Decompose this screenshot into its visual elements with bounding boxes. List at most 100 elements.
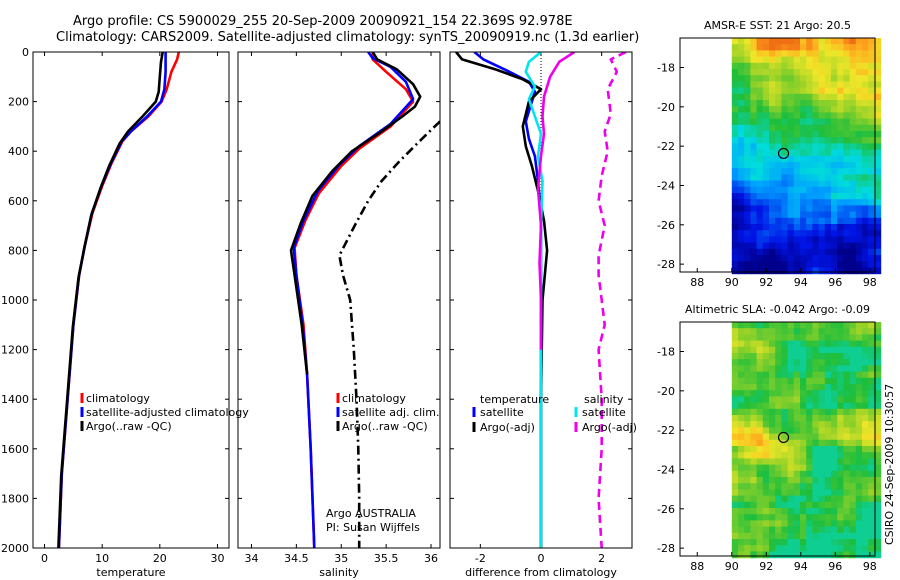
heatmap-cell: [756, 248, 764, 256]
heatmap-cell: [793, 131, 801, 138]
heatmap-cell: [843, 495, 851, 503]
x-tick-label: 34.5: [284, 552, 309, 565]
heatmap-cell: [806, 495, 813, 503]
heatmap-cell: [800, 224, 807, 231]
heatmap-cell: [731, 402, 739, 410]
heatmap-cell: [868, 365, 875, 373]
heatmap-cell: [762, 224, 770, 231]
plot-frame: [449, 51, 633, 549]
heatmap-cell: [855, 359, 863, 366]
heatmap-cell: [806, 162, 813, 169]
heatmap-cell: [750, 124, 758, 132]
heatmap-cell: [874, 155, 882, 163]
heatmap-cell: [781, 439, 789, 447]
heatmap-cell: [868, 402, 875, 410]
heatmap-cell: [800, 69, 807, 76]
heatmap-cell: [731, 186, 739, 194]
heatmap-cell: [862, 371, 869, 379]
heatmap-cell: [812, 526, 820, 534]
heatmap-cell: [818, 508, 826, 515]
heatmap-cell: [793, 365, 801, 373]
heatmap-cell: [874, 452, 882, 459]
heatmap-cell: [769, 551, 776, 559]
heatmap-cell: [793, 551, 801, 559]
heatmap-cell: [855, 69, 863, 76]
x-tick-label: 98: [863, 276, 877, 289]
heatmap-cell: [756, 230, 764, 237]
heatmap-cell: [800, 433, 807, 441]
heatmap-cell: [775, 224, 782, 231]
heatmap-cell: [738, 377, 745, 385]
heatmap-cell: [874, 93, 882, 101]
heatmap-cell: [843, 514, 851, 521]
heatmap-cell: [837, 427, 844, 435]
heatmap-cell: [855, 402, 863, 410]
heatmap-cell: [750, 452, 758, 459]
heatmap-cell: [750, 149, 758, 157]
heatmap-cell: [775, 131, 782, 138]
heatmap-cell: [855, 390, 863, 397]
heatmap-cell: [738, 93, 745, 101]
y-tick-label: 1200: [1, 344, 29, 357]
heatmap-cell: [855, 155, 863, 163]
heatmap-cell: [731, 81, 739, 89]
heatmap-cell: [731, 508, 739, 515]
heatmap-cell: [793, 545, 801, 552]
heatmap-cell: [806, 396, 813, 404]
heatmap-cell: [731, 551, 739, 559]
heatmap-cell: [769, 340, 776, 348]
heatmap-cell: [818, 106, 826, 113]
heatmap-cell: [843, 217, 851, 225]
heatmap-cell: [793, 124, 801, 132]
heatmap-cell: [731, 143, 739, 151]
heatmap-cell: [843, 211, 851, 219]
heatmap-cell: [775, 180, 782, 188]
heatmap-cell: [837, 224, 844, 231]
heatmap-cell: [806, 526, 813, 534]
heatmap-cell: [837, 477, 844, 484]
heatmap-cell: [738, 483, 745, 490]
heatmap-cell: [818, 427, 826, 435]
x-tick-label: 96: [828, 560, 842, 573]
heatmap-cell: [874, 50, 882, 58]
heatmap-cell: [862, 495, 869, 503]
heatmap-cell: [849, 174, 857, 182]
heatmap-cell: [818, 143, 826, 151]
heatmap-cell: [818, 124, 826, 132]
heatmap-cell: [837, 118, 844, 126]
heatmap-cell: [818, 50, 826, 58]
heatmap-cell: [849, 267, 857, 275]
map-title: Altimetric SLA: -0.042 Argo: -0.09: [685, 303, 870, 316]
heatmap-cell: [793, 38, 801, 45]
heatmap-cell: [781, 551, 789, 559]
heatmap-cell: [762, 464, 770, 472]
heatmap-cell: [775, 458, 782, 466]
heatmap-cell: [868, 470, 875, 478]
heatmap-cell: [793, 149, 801, 157]
legend-label: satellite: [582, 406, 626, 419]
heatmap-cell: [837, 377, 844, 385]
heatmap-cell: [843, 328, 851, 335]
heatmap-cell: [868, 532, 875, 540]
heatmap-cell: [731, 408, 739, 416]
heatmap-cell: [731, 180, 739, 188]
heatmap-cell: [793, 489, 801, 497]
heatmap-cell: [787, 38, 795, 45]
heatmap-cell: [843, 470, 851, 478]
heatmap-cell: [781, 124, 789, 132]
heatmap-cell: [762, 248, 770, 256]
heatmap-cell: [874, 149, 882, 157]
heatmap-cell: [824, 427, 832, 435]
legend-title-salinity: salinity: [584, 393, 624, 406]
heatmap-cell: [781, 162, 789, 169]
heatmap-cell: [769, 532, 776, 540]
heatmap-cell: [738, 415, 745, 422]
heatmap-cell: [744, 545, 751, 552]
heatmap-cell: [731, 328, 739, 335]
heatmap-cell: [868, 439, 875, 447]
heatmap-cell: [793, 186, 801, 194]
heatmap-cell: [806, 38, 813, 45]
heatmap-cell: [762, 415, 770, 422]
heatmap-cell: [762, 106, 770, 113]
heatmap-cell: [769, 514, 776, 521]
